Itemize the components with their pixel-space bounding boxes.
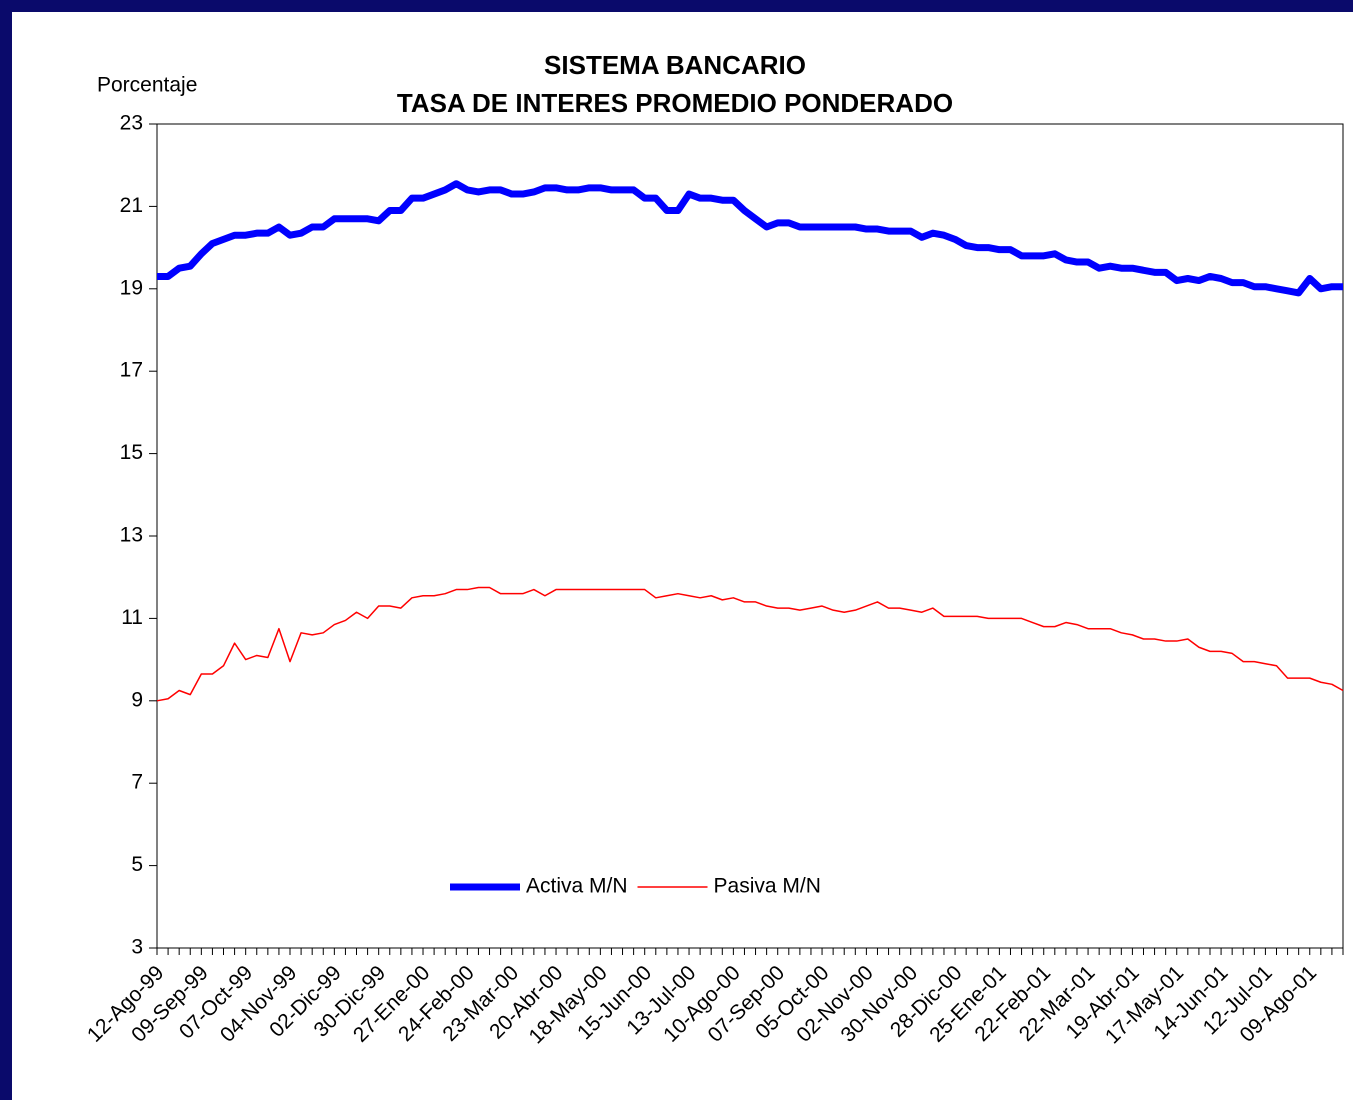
y-tick-label: 17 bbox=[120, 359, 143, 382]
y-tick-label: 5 bbox=[131, 853, 143, 876]
legend-label: Activa M/N bbox=[526, 875, 628, 898]
chart-subtitle: TASA DE INTERES PROMEDIO PONDERADO bbox=[397, 88, 953, 118]
y-tick-label: 11 bbox=[121, 606, 143, 629]
y-axis-label: Porcentaje bbox=[97, 74, 197, 97]
series-line bbox=[156, 586, 1344, 702]
y-tick-label: 7 bbox=[131, 771, 143, 794]
y-tick-label: 3 bbox=[131, 936, 143, 959]
y-tick-label: 13 bbox=[120, 524, 143, 547]
series-line bbox=[157, 180, 1343, 297]
y-tick-label: 21 bbox=[120, 194, 143, 217]
y-tick-label: 23 bbox=[120, 112, 143, 135]
y-tick-label: 9 bbox=[131, 688, 143, 711]
legend-label: Pasiva M/N bbox=[714, 875, 821, 898]
y-tick-label: 15 bbox=[120, 441, 143, 464]
y-tick-label: 19 bbox=[120, 276, 143, 299]
chart-title: SISTEMA BANCARIO bbox=[544, 50, 806, 80]
chart-background bbox=[12, 12, 1353, 1100]
